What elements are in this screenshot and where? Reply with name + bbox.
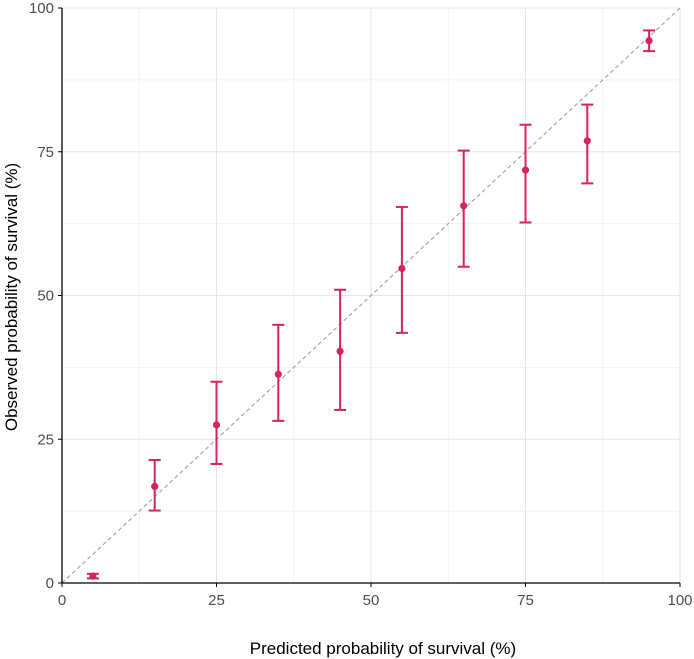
x-tick-label: 25	[208, 592, 225, 609]
x-tick-label: 100	[667, 592, 692, 609]
data-point	[521, 166, 530, 174]
y-tick-label: 75	[37, 144, 54, 161]
x-tick-label: 50	[363, 592, 380, 609]
y-tick-label: 100	[29, 0, 54, 17]
data-point	[398, 264, 406, 273]
x-axis-title: Predicted probability of survival (%)	[250, 639, 516, 658]
data-point	[336, 347, 344, 355]
data-point	[151, 482, 159, 490]
y-tick-label: 25	[37, 431, 54, 448]
data-marks	[86, 29, 656, 580]
y-tick-label: 50	[37, 288, 54, 305]
data-point	[460, 202, 468, 210]
x-tick-label: 75	[517, 592, 534, 609]
axes	[58, 7, 681, 587]
y-axis-title: Observed probability of survival (%)	[2, 163, 21, 431]
data-point	[645, 37, 653, 45]
data-point	[274, 370, 282, 378]
data-point	[583, 137, 591, 145]
tick-labels: 0 25 50 75 100 0 25 50 75 100	[29, 0, 693, 609]
reference-line	[61, 7, 681, 584]
reference-line-group	[61, 7, 681, 584]
data-point	[212, 421, 221, 429]
x-tick-label: 0	[58, 592, 66, 609]
y-tick-label: 0	[46, 575, 54, 592]
data-point	[89, 572, 97, 580]
